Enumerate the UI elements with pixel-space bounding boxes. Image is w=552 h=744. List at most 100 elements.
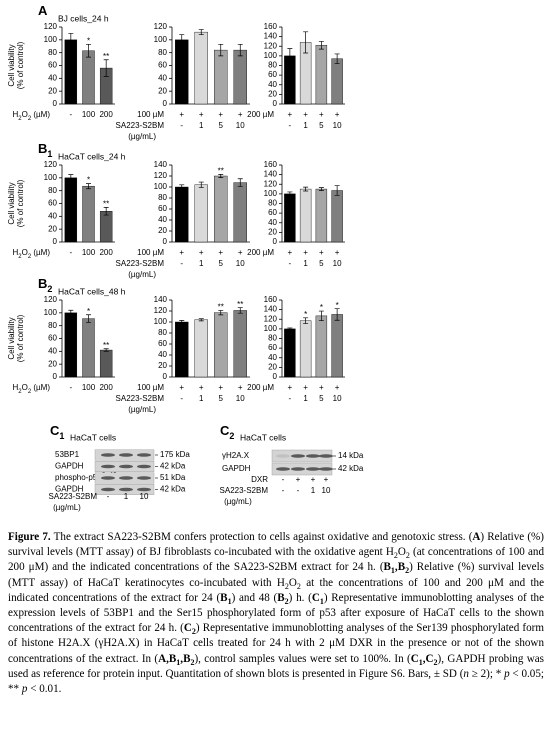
band <box>119 453 133 457</box>
band <box>137 476 151 480</box>
bar <box>315 45 328 105</box>
y-tick-label: 100 <box>264 324 278 333</box>
y-tick-label: 120 <box>44 22 58 31</box>
y-axis-label: Cell viability <box>7 44 16 86</box>
y-tick-label: 140 <box>264 32 278 41</box>
caption-text: ) Representative immunoblotting analyses… <box>8 622 544 665</box>
condition-name: DXR <box>251 475 268 484</box>
error-bar <box>86 314 91 323</box>
concentration-label: SA223-S2BM <box>116 259 165 268</box>
caption-text: 2 <box>405 566 410 576</box>
y-tick-label: 60 <box>48 61 57 70</box>
size-label: 42 kDa <box>160 485 186 494</box>
caption-text: Figure 7. <box>8 531 51 543</box>
panel-sub: 2 <box>229 431 234 441</box>
caption-text: ) Relative (%) survival levels (MTT assa… <box>8 561 544 589</box>
y-tick-label: 80 <box>158 48 167 57</box>
y-tick-label: 120 <box>154 306 168 315</box>
band <box>101 453 115 457</box>
size-label: 42 kDa <box>160 462 186 471</box>
panel-sub: 1 <box>47 149 52 159</box>
bar <box>175 186 189 243</box>
x-tick-label: 100 <box>82 110 96 119</box>
x-tick-label: 10 <box>236 259 245 268</box>
caption-text: 1 <box>390 566 395 576</box>
error-bar <box>103 207 109 216</box>
significance: * <box>87 307 90 316</box>
band <box>306 467 320 471</box>
y-axis-label: Cell viability <box>7 317 16 359</box>
band <box>119 476 133 480</box>
x-axis-label: H2O2 (µM) <box>12 248 50 259</box>
caption-text: p <box>21 683 28 696</box>
treatment-mark: + <box>218 248 223 257</box>
condition-value: - <box>282 486 285 495</box>
y-tick-label: 140 <box>154 295 168 304</box>
bar <box>99 349 113 378</box>
error-bar <box>86 43 91 58</box>
x-tick-label: 5 <box>319 259 324 268</box>
caption-text: (at concentrations of 100 and 200 μM) an… <box>8 546 544 574</box>
significance: ** <box>103 52 109 61</box>
y-tick-label: 0 <box>53 372 58 381</box>
protein-name: 53BP1 <box>55 450 80 459</box>
y-tick-label: 60 <box>158 204 167 213</box>
caption-text: 2 <box>190 657 195 667</box>
x-tick-label: 10 <box>333 259 342 268</box>
bar <box>82 318 95 378</box>
bar <box>233 182 247 243</box>
x-tick-label: 200 <box>99 383 113 392</box>
error-bar <box>287 327 293 331</box>
size-label: 175 kDa <box>160 450 190 459</box>
error-bar <box>103 59 109 77</box>
panel-label: B1 <box>38 141 52 159</box>
error-bar <box>179 184 185 190</box>
x-tick-label: - <box>69 383 72 392</box>
concentration-label: SA223-S2BM <box>116 121 165 130</box>
caption: Figure 7. The extract SA223-S2BM confers… <box>8 530 544 697</box>
condition-name: SA223-S2BM <box>220 486 269 495</box>
condition-value: 1 <box>311 486 316 495</box>
caption-text: The extract SA223-S2BM confers protectio… <box>50 531 473 543</box>
panel-label: C2 <box>220 423 234 441</box>
x-tick-label: 200 <box>99 248 113 257</box>
x-label-part: 2 <box>18 389 22 395</box>
treatment-mark: + <box>199 248 204 257</box>
y-tick-label: 60 <box>158 339 167 348</box>
y-tick-label: 80 <box>268 334 277 343</box>
y-tick-label: 120 <box>154 171 168 180</box>
caption-text: B <box>277 591 285 604</box>
protein: 53BP1 <box>55 450 80 459</box>
y-axis-label: (% of control) <box>16 179 25 227</box>
figure: A BJ cells_24 hB1 HaCaT cells_24 hB2 HaCaT … <box>7 3 364 512</box>
treatment-mark: + <box>319 248 324 257</box>
x-label-part: 2 <box>28 116 32 122</box>
treatment-label: 200 µM <box>247 248 274 257</box>
significance: ** <box>103 341 109 350</box>
protein-name: GAPDH <box>222 464 251 473</box>
error-bar <box>179 320 185 324</box>
treatment-mark: + <box>288 248 293 257</box>
x-label-part: O <box>22 110 28 119</box>
bar <box>194 184 208 243</box>
caption-text: C <box>311 591 320 604</box>
size-label: 42 kDa <box>338 464 364 473</box>
x-tick-label: - <box>180 121 183 130</box>
y-tick-label: 20 <box>158 361 167 370</box>
y-tick-label: 80 <box>48 186 57 195</box>
y-tick-label: 40 <box>158 73 167 82</box>
caption-text: ,B <box>180 652 191 665</box>
x-label-part: H <box>12 383 18 392</box>
x-axis-label: H2O2 (µM) <box>12 110 50 121</box>
protein: γH2A.X <box>222 451 250 460</box>
caption-text: 1 <box>176 657 181 667</box>
y-tick-label: 60 <box>48 334 57 343</box>
panel-label: A <box>38 3 48 18</box>
y-tick-label: 140 <box>264 305 278 314</box>
x-tick-label: 5 <box>219 259 224 268</box>
y-tick-label: 20 <box>268 362 277 371</box>
panel-letter: C <box>220 423 230 438</box>
y-tick-label: 40 <box>268 218 277 227</box>
x-label-part: 2 <box>18 254 22 260</box>
y-tick-label: 160 <box>264 295 278 304</box>
